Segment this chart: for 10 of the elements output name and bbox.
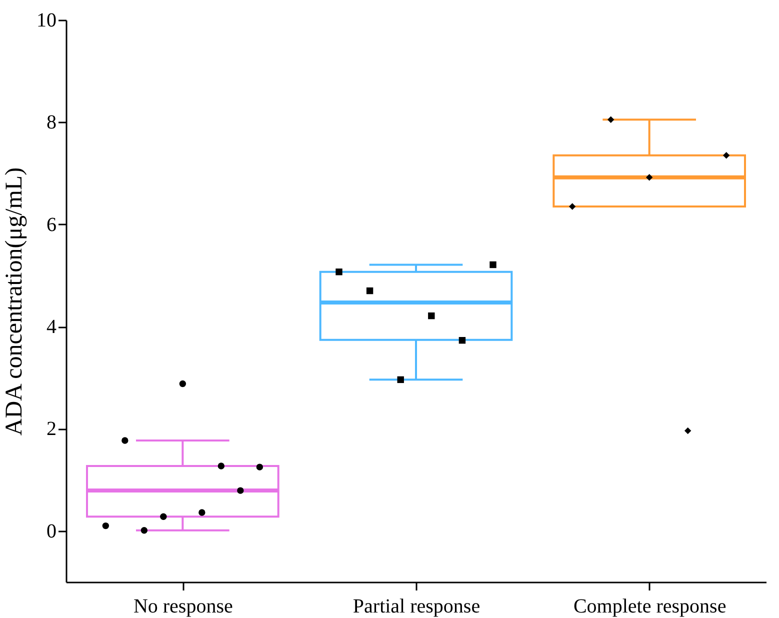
- x-tick-label: No response: [133, 596, 233, 618]
- x-tick-label: Complete response: [573, 596, 726, 618]
- x-tick-label: Partial response: [352, 596, 480, 618]
- y-tick-label: 10: [36, 10, 56, 32]
- y-tick-label: 4: [46, 316, 56, 338]
- y-tick-label: 0: [46, 520, 56, 542]
- y-axis-title: ADA concentration(μg/mL): [2, 167, 28, 436]
- y-tick-label: 8: [46, 112, 56, 134]
- y-tick-label: 2: [46, 418, 56, 440]
- y-tick-label: 6: [46, 214, 56, 236]
